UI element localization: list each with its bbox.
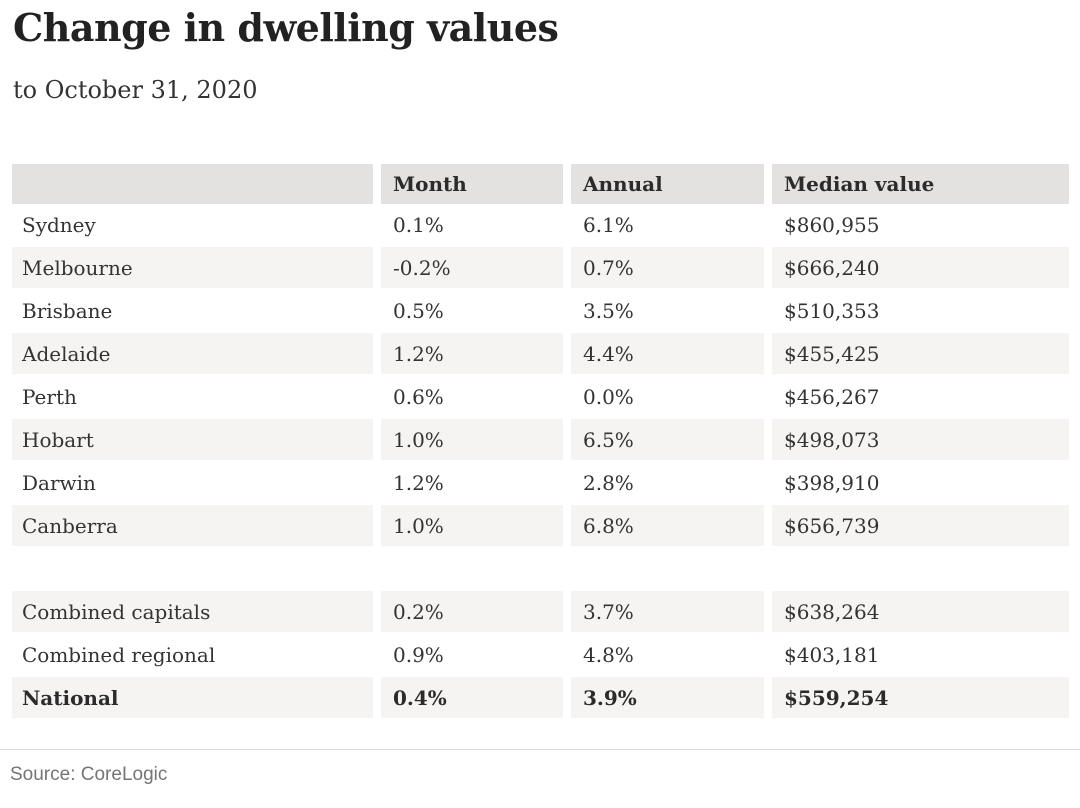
table-row-adelaide: Adelaide 1.2% 4.4% $455,425 xyxy=(12,333,1069,376)
median-value: $666,240 xyxy=(764,247,1069,290)
annual-value: 2.8% xyxy=(563,462,764,505)
table-row-hobart: Hobart 1.0% 6.5% $498,073 xyxy=(12,419,1069,462)
row-label: Combined capitals xyxy=(12,591,373,634)
row-label: Adelaide xyxy=(12,333,373,376)
median-value: $456,267 xyxy=(764,376,1069,419)
row-label: Combined regional xyxy=(12,634,373,677)
annual-value: 0.7% xyxy=(563,247,764,290)
month-value: 0.1% xyxy=(373,204,563,247)
annual-value: 6.8% xyxy=(563,505,764,548)
median-value: $498,073 xyxy=(764,419,1069,462)
table-row-national: National 0.4% 3.9% $559,254 xyxy=(12,677,1069,720)
annual-value: 3.9% xyxy=(563,677,764,720)
table-row-perth: Perth 0.6% 0.0% $456,267 xyxy=(12,376,1069,419)
median-value: $398,910 xyxy=(764,462,1069,505)
table-row-canberra: Canberra 1.0% 6.8% $656,739 xyxy=(12,505,1069,548)
month-value: -0.2% xyxy=(373,247,563,290)
table-row-sydney: Sydney 0.1% 6.1% $860,955 xyxy=(12,204,1069,247)
annual-value: 4.4% xyxy=(563,333,764,376)
row-label: Melbourne xyxy=(12,247,373,290)
annual-value: 0.0% xyxy=(563,376,764,419)
row-label: Hobart xyxy=(12,419,373,462)
col-header-median-value: Median value xyxy=(764,164,1069,204)
month-value: 0.4% xyxy=(373,677,563,720)
table-header-row: Month Annual Median value xyxy=(12,164,1069,204)
median-value: $455,425 xyxy=(764,333,1069,376)
row-label: Darwin xyxy=(12,462,373,505)
annual-value: 3.7% xyxy=(563,591,764,634)
col-header-blank xyxy=(12,164,373,204)
col-header-month: Month xyxy=(373,164,563,204)
month-value: 1.0% xyxy=(373,505,563,548)
median-value: $403,181 xyxy=(764,634,1069,677)
row-label: Brisbane xyxy=(12,290,373,333)
page-subtitle: to October 31, 2020 xyxy=(13,76,258,104)
month-value: 1.2% xyxy=(373,333,563,376)
table-row-brisbane: Brisbane 0.5% 3.5% $510,353 xyxy=(12,290,1069,333)
month-value: 0.2% xyxy=(373,591,563,634)
annual-value: 6.1% xyxy=(563,204,764,247)
median-value: $510,353 xyxy=(764,290,1069,333)
table-row-melbourne: Melbourne -0.2% 0.7% $666,240 xyxy=(12,247,1069,290)
median-value: $860,955 xyxy=(764,204,1069,247)
page-title: Change in dwelling values xyxy=(13,5,559,50)
median-value: $656,739 xyxy=(764,505,1069,548)
row-label: Canberra xyxy=(12,505,373,548)
annual-value: 3.5% xyxy=(563,290,764,333)
source-note: Source: CoreLogic xyxy=(10,764,168,785)
month-value: 0.6% xyxy=(373,376,563,419)
annual-value: 6.5% xyxy=(563,419,764,462)
row-label: National xyxy=(12,677,373,720)
col-header-annual: Annual xyxy=(563,164,764,204)
dwelling-values-table: Month Annual Median value Sydney 0.1% 6.… xyxy=(12,164,1069,720)
annual-value: 4.8% xyxy=(563,634,764,677)
spacer-row xyxy=(12,548,1069,591)
row-label: Perth xyxy=(12,376,373,419)
month-value: 0.9% xyxy=(373,634,563,677)
month-value: 1.0% xyxy=(373,419,563,462)
row-label: Sydney xyxy=(12,204,373,247)
table-row-combined-capitals: Combined capitals 0.2% 3.7% $638,264 xyxy=(12,591,1069,634)
month-value: 1.2% xyxy=(373,462,563,505)
table-row-darwin: Darwin 1.2% 2.8% $398,910 xyxy=(12,462,1069,505)
month-value: 0.5% xyxy=(373,290,563,333)
table-row-combined-regional: Combined regional 0.9% 4.8% $403,181 xyxy=(12,634,1069,677)
median-value: $638,264 xyxy=(764,591,1069,634)
median-value: $559,254 xyxy=(764,677,1069,720)
source-divider xyxy=(0,749,1080,750)
